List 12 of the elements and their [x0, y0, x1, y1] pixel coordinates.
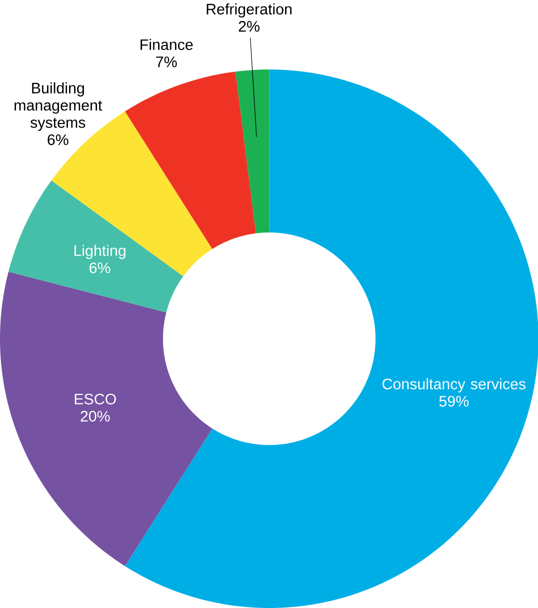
- slice-label: ESCO: [74, 394, 116, 404]
- data-label: 6%: [89, 262, 110, 274]
- slice-label: Lighting: [74, 244, 126, 259]
- data-label: 59%: [439, 396, 468, 407]
- data-label: 20%: [80, 410, 110, 422]
- slice-label: Building management systems: [14, 82, 102, 131]
- data-label: 2%: [238, 20, 260, 32]
- slice-label: Finance: [140, 38, 192, 50]
- data-label: 6%: [47, 134, 68, 146]
- data-label: 7%: [156, 56, 177, 68]
- slice-label: Refrigeration: [206, 3, 292, 18]
- slice-label: Consultancy services: [382, 378, 526, 392]
